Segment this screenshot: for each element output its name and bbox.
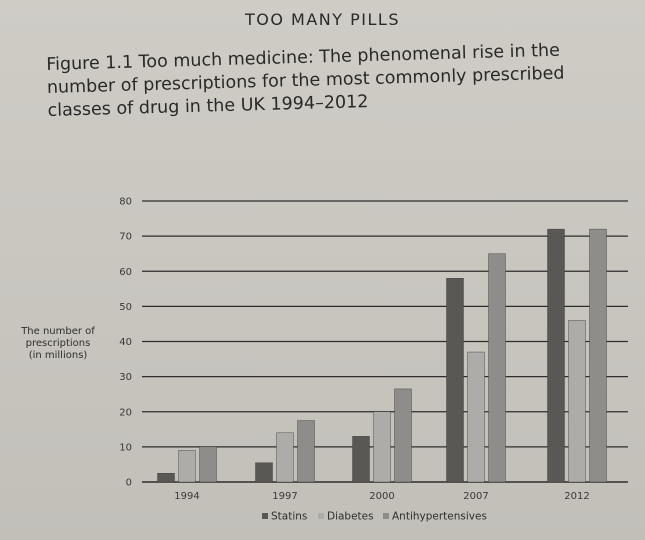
bar-antihypertensives-2012 [589, 228, 607, 483]
y-tick-label: 20 [119, 407, 132, 418]
y-tick-label: 30 [119, 372, 132, 383]
bar-diabetes-1994 [178, 450, 196, 483]
y-tick-label: 60 [119, 267, 132, 278]
bar-statins-1997 [255, 462, 273, 483]
y-tick-label: 40 [119, 337, 132, 348]
bar-antihypertensives-1997 [297, 420, 315, 483]
page-header: TOO MANY PILLS [245, 10, 400, 29]
bar-statins-2000 [352, 436, 370, 483]
x-tick-labels: 1994 1997 2000 2007 2012 [174, 491, 589, 502]
legend-label-antihypertensives: Antihypertensives [392, 511, 487, 523]
y-tick-label: 10 [119, 442, 132, 453]
legend-label-statins: Statins [271, 511, 307, 523]
legend-swatch-antihypertensives [383, 513, 389, 519]
bar-antihypertensives-2007 [488, 253, 506, 483]
y-tick-labels: 0 10 20 30 40 50 60 70 80 [119, 197, 132, 489]
bar-antihypertensives-2000 [394, 388, 412, 483]
bar-antihypertensives-1994 [199, 446, 217, 483]
legend-swatch-statins [262, 513, 268, 519]
legend: Statins Diabetes Antihypertensives [262, 511, 487, 523]
bar-diabetes-2007 [467, 351, 485, 483]
x-tick-label: 2012 [564, 491, 589, 502]
legend-label-diabetes: Diabetes [327, 511, 374, 523]
y-axis-label-line: (in millions) [29, 350, 88, 361]
x-tick-label: 1994 [174, 491, 199, 502]
bars [157, 228, 607, 483]
y-tick-label: 50 [119, 302, 132, 313]
x-tick-label: 2007 [463, 491, 488, 502]
bar-diabetes-2012 [568, 320, 586, 483]
x-tick-label: 2000 [369, 491, 394, 502]
y-tick-label: 70 [119, 232, 132, 243]
bar-statins-1994 [157, 473, 175, 483]
x-tick-label: 1997 [272, 491, 297, 502]
bar-statins-2012 [547, 228, 565, 483]
y-tick-label: 0 [126, 478, 132, 489]
y-axis-label-line: The number of [20, 326, 95, 337]
y-axis-label-line: prescriptions [26, 338, 91, 349]
y-tick-label: 80 [119, 197, 132, 208]
legend-swatch-diabetes [318, 513, 324, 519]
bar-diabetes-1997 [276, 432, 294, 483]
bar-diabetes-2000 [373, 411, 391, 483]
bar-statins-2007 [446, 278, 464, 483]
